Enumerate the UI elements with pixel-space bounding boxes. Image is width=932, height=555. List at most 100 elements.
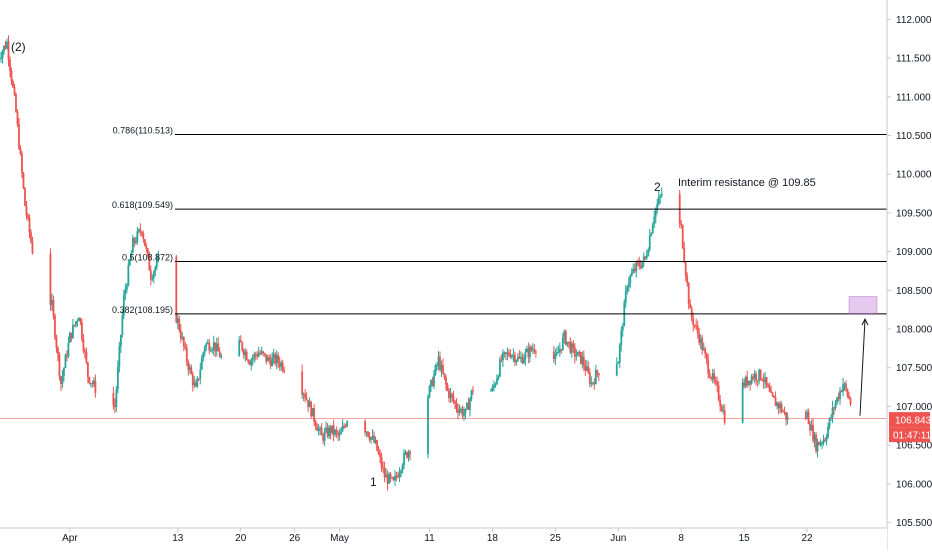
candle-body — [50, 254, 52, 305]
candle-body — [524, 352, 526, 359]
candle-body — [364, 421, 366, 432]
candle-body — [465, 409, 467, 413]
candle-body — [616, 364, 618, 375]
candle-body — [75, 321, 77, 325]
candle-body — [378, 451, 380, 454]
candle — [81, 319, 83, 342]
candle-body — [554, 355, 556, 359]
candle-body — [620, 330, 622, 345]
candle-body — [183, 337, 185, 346]
candle-body — [126, 286, 128, 290]
candle-body — [535, 352, 537, 353]
candle-body — [646, 256, 648, 259]
y-tick-label: 106.500 — [896, 441, 932, 452]
candle-body — [89, 377, 91, 383]
candle — [54, 313, 56, 340]
candle-body — [141, 232, 143, 234]
candle-body — [367, 432, 369, 437]
candle-body — [190, 367, 192, 374]
x-tick-label: 22 — [802, 533, 814, 544]
candle-body — [832, 408, 834, 418]
candle-body — [826, 437, 828, 441]
candle-body — [201, 359, 203, 370]
candle-body — [463, 413, 465, 415]
candle — [623, 299, 625, 326]
wave-1-label: 1 — [370, 475, 377, 489]
candle-body — [647, 250, 649, 256]
candle-body — [72, 325, 74, 338]
candle-body — [204, 347, 206, 353]
candle-body — [54, 316, 56, 338]
candle-body — [652, 224, 654, 233]
fib-level-label: 0.5(108.872) — [122, 253, 173, 263]
candle-body — [56, 338, 58, 349]
candle-body — [685, 262, 687, 275]
candle-body — [454, 401, 456, 403]
candle-body — [706, 354, 708, 360]
candle-body — [429, 386, 431, 397]
candle-body — [447, 385, 449, 390]
candle-body — [199, 370, 201, 379]
candle-body — [30, 232, 32, 242]
candle-body — [115, 389, 117, 407]
candle-body — [523, 359, 525, 363]
target-zone — [849, 297, 877, 314]
candle — [24, 187, 26, 206]
current-price-value: 106.843 — [895, 416, 932, 427]
candle-body — [619, 345, 621, 363]
candle-body — [770, 392, 772, 393]
candle-body — [282, 363, 284, 370]
candle-body — [456, 403, 458, 409]
candle-body — [59, 354, 61, 376]
candle-body — [845, 384, 847, 390]
wave-2-paren-label: (2) — [11, 40, 26, 54]
candle-body — [136, 231, 138, 242]
candle-body — [533, 349, 535, 351]
candle-body — [713, 373, 715, 380]
candle-body — [77, 321, 79, 322]
candle-body — [583, 357, 585, 366]
candle-body — [511, 355, 513, 357]
candle-body — [403, 453, 405, 465]
y-tick-label: 107.000 — [896, 402, 932, 413]
candle-body — [829, 418, 831, 427]
candle-body — [370, 437, 372, 440]
candle-body — [121, 315, 123, 334]
candle-body — [8, 42, 10, 60]
x-tick-label: 20 — [235, 533, 247, 544]
candle-body — [217, 344, 219, 352]
candle-body — [683, 248, 685, 262]
candle-body — [80, 318, 82, 322]
y-tick-label: 106.000 — [896, 479, 932, 490]
candle-body — [83, 339, 85, 351]
candle-body — [847, 389, 849, 396]
candle-body — [821, 443, 823, 444]
candle-body — [120, 335, 122, 346]
candle-body — [63, 368, 65, 376]
candle-body — [306, 398, 308, 400]
candle-body — [688, 283, 690, 304]
y-tick-label: 109.000 — [896, 247, 932, 258]
candle-body — [629, 276, 631, 283]
candle-body — [12, 81, 14, 87]
candle-body — [598, 373, 600, 375]
candle-body — [508, 353, 510, 356]
candle-body — [557, 352, 559, 353]
x-tick-label: 15 — [739, 533, 751, 544]
candle-body — [133, 238, 135, 242]
candle — [429, 385, 431, 398]
candle-body — [451, 394, 453, 397]
candle-body — [661, 194, 663, 196]
candle-body — [427, 397, 429, 454]
candle-body — [340, 431, 342, 434]
candle-body — [444, 373, 446, 377]
candle-body — [315, 421, 317, 426]
candle-body — [346, 421, 348, 426]
candle — [59, 352, 61, 381]
candle-body — [87, 362, 89, 377]
x-tick-label: Apr — [62, 533, 78, 544]
candle — [144, 239, 146, 246]
candle-body — [268, 357, 270, 360]
y-tick-label: 107.500 — [896, 363, 932, 374]
candle-body — [2, 51, 4, 58]
